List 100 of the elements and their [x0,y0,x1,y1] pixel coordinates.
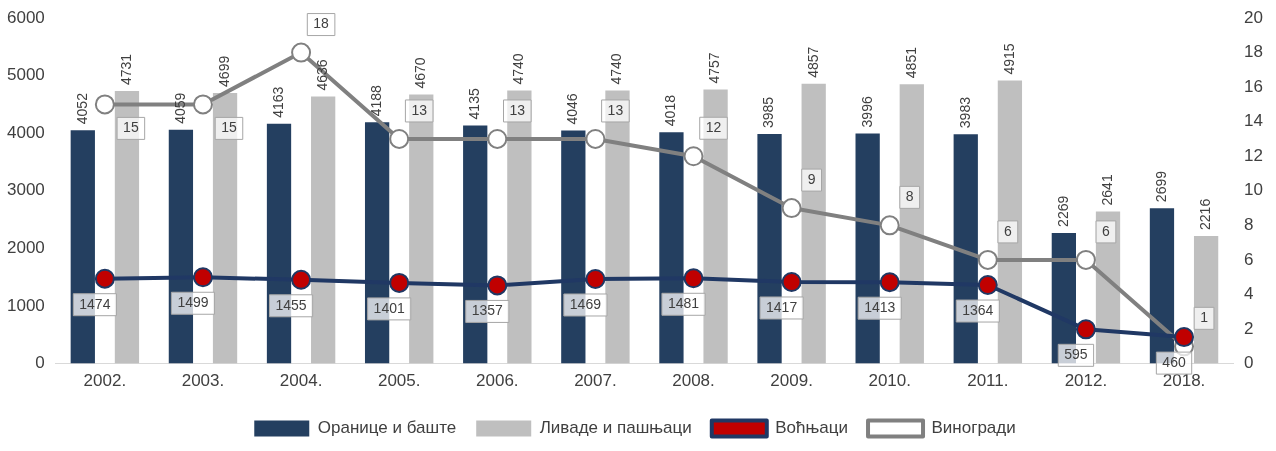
data-label: 1469 [569,295,602,312]
data-label: 4046 [564,93,581,125]
point [781,198,802,219]
y-tick-label: 5000 [6,65,45,85]
data-label: 1401 [373,299,405,316]
bar [899,84,924,364]
y2-tick-label: 10 [1244,180,1264,200]
data-label: 4915 [1000,43,1017,75]
data-label: 15 [221,119,237,136]
point [683,146,704,167]
data-label: 3996 [858,96,875,128]
y2-tick-label: 0 [1244,353,1254,373]
bar [801,83,826,364]
legend-label: Виногради [931,418,1016,438]
x-tick-label: 2010. [868,371,911,391]
bar [311,96,336,364]
data-label: 4059 [171,92,188,124]
bar [997,80,1023,364]
y2-tick-label: 18 [1244,42,1264,62]
data-label: 2641 [1098,174,1115,206]
y-tick-label: 0 [35,353,45,373]
data-label: 4670 [412,57,429,89]
point [487,275,508,296]
x-tick-label: 2005. [377,371,421,391]
x-tick-label: 2011. [967,371,1009,391]
point [94,268,115,289]
legend-label: Воћњаци [775,418,849,438]
data-label: 4163 [269,86,286,118]
point [879,272,900,293]
x-tick-label: 2009. [770,371,813,391]
x-tick-label: 2008. [672,371,715,391]
data-label: 13 [607,101,624,118]
data-label: 4699 [215,55,232,87]
x-tick-label: 2007. [574,371,617,391]
point [487,128,508,149]
point [781,271,802,292]
y2-tick-label: 12 [1244,145,1264,165]
point [291,42,312,63]
data-label: 595 [1064,346,1088,363]
data-label: 2269 [1054,195,1071,227]
x-tick-label: 2006. [476,371,519,391]
data-label: 1474 [79,295,111,312]
point [1174,327,1195,348]
point [977,275,998,296]
data-label: 4740 [608,53,625,85]
data-label: 4757 [706,52,723,84]
point [291,269,312,290]
y2-tick-label: 16 [1244,76,1264,96]
data-label: 1 [1200,309,1209,326]
data-label: 4851 [902,46,919,79]
x-tick-label: 2002. [83,371,127,391]
data-label: 6 [1102,222,1111,239]
data-label: 4857 [804,46,821,78]
y-tick-label: 3000 [6,180,45,200]
data-label: 13 [411,101,428,118]
data-label: 4018 [662,94,679,127]
data-label: 1357 [471,302,504,319]
x-tick-label: 2012. [1064,371,1108,391]
data-label: 2216 [1196,198,1213,230]
data-label: 18 [313,15,330,32]
y2-tick-label: 4 [1244,284,1254,304]
point [389,272,410,293]
y2-tick-label: 6 [1244,249,1254,269]
y2-tick-label: 14 [1244,111,1264,131]
data-label: 4731 [117,53,134,86]
data-label: 4188 [367,85,384,117]
point [977,249,998,270]
y-tick-label: 6000 [6,7,45,27]
y2-tick-label: 20 [1244,7,1264,27]
legend-label: Оранице и баште [317,418,457,438]
data-label: 1499 [177,294,209,311]
data-label: 2699 [1152,170,1169,203]
data-label: 8 [905,188,914,205]
data-label: 6 [1003,222,1012,239]
data-label: 460 [1162,353,1186,370]
point [389,128,410,149]
x-tick-label: 2018. [1162,371,1206,391]
data-label: 4052 [73,92,90,125]
y-tick-label: 1000 [6,295,45,315]
y2-tick-label: 2 [1244,318,1254,338]
data-label: 9 [807,170,816,187]
point [192,94,213,115]
point [1075,249,1096,270]
data-label: 4636 [314,59,331,91]
point [683,268,704,289]
data-label: 4135 [466,88,483,120]
point [192,267,213,288]
data-label: 13 [509,101,526,118]
data-label: 4740 [510,53,527,85]
data-label: 1364 [962,301,994,318]
data-label: 3983 [956,96,973,129]
data-label: 12 [705,119,722,136]
x-tick-label: 2004. [279,371,323,391]
point [585,268,606,289]
data-label: 1413 [864,299,896,316]
point [879,215,900,236]
data-label: 3985 [760,96,777,129]
legend-label: Ливаде и пашњаци [539,418,692,438]
data-label: 1481 [667,295,700,312]
data-label: 1417 [766,298,798,315]
